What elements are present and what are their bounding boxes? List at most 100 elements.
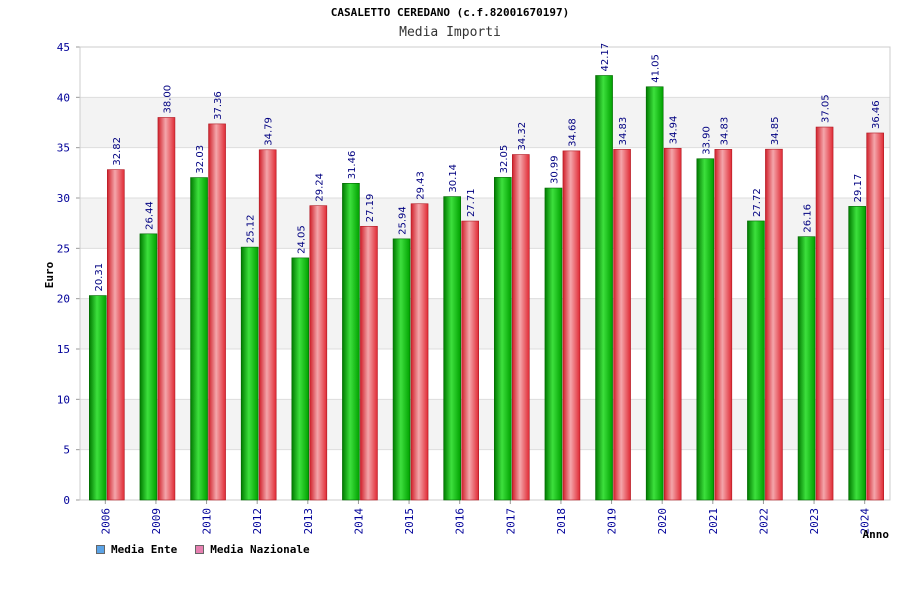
bar-media-nazionale-2006 xyxy=(107,169,125,501)
x-tick-label: 2022 xyxy=(757,508,770,535)
data-label: 37.36 xyxy=(213,91,224,120)
bar-media-ente-2020 xyxy=(645,86,664,501)
y-tick-label: 35 xyxy=(57,142,70,155)
data-label: 32.03 xyxy=(195,145,206,174)
x-tick-label: 2013 xyxy=(302,508,315,535)
bar-media-ente-2018 xyxy=(544,187,563,501)
y-tick-label: 15 xyxy=(57,343,70,356)
data-label: 33.90 xyxy=(701,126,712,155)
bar-media-ente-2019 xyxy=(595,75,613,501)
data-label: 32.05 xyxy=(499,145,510,174)
data-label: 34.83 xyxy=(719,117,730,146)
x-tick-label: 2016 xyxy=(454,508,467,535)
x-tick-label: 2020 xyxy=(656,508,669,535)
data-label: 25.94 xyxy=(398,206,409,235)
plot-frame xyxy=(79,46,891,501)
data-label: 38.00 xyxy=(162,85,173,114)
x-tick-label: 2010 xyxy=(201,508,214,535)
data-label: 27.72 xyxy=(752,188,763,217)
bar-media-nazionale-2020 xyxy=(663,147,682,501)
bar-media-ente-2023 xyxy=(797,236,816,501)
bar-media-nazionale-2009 xyxy=(157,117,176,501)
bar-media-ente-2017 xyxy=(494,177,512,501)
bar-media-ente-2022 xyxy=(747,220,765,501)
x-tick-label: 2017 xyxy=(504,508,517,535)
data-label: 29.17 xyxy=(853,174,864,203)
bar-media-ente-2016 xyxy=(443,196,461,501)
legend-label: Media Nazionale xyxy=(210,543,310,556)
legend-item-media-ente: Media Ente xyxy=(96,543,177,556)
y-axis-label: Euro xyxy=(43,261,56,288)
data-label: 26.44 xyxy=(144,201,155,230)
chart-subtitle: Media Importi xyxy=(399,25,501,40)
y-tick-label: 40 xyxy=(57,91,70,104)
legend-swatch xyxy=(195,545,205,554)
bar-media-ente-2015 xyxy=(392,238,411,501)
data-label: 31.46 xyxy=(347,151,358,180)
x-tick-label: 2021 xyxy=(707,508,720,535)
data-label: 27.71 xyxy=(466,188,477,217)
bar-media-nazionale-2014 xyxy=(360,225,378,501)
bar-media-ente-2014 xyxy=(342,183,360,501)
data-label: 42.17 xyxy=(600,43,611,72)
bar-media-ente-2006 xyxy=(89,295,107,501)
x-tick-label: 2014 xyxy=(352,508,365,535)
y-tick-label: 30 xyxy=(57,192,70,205)
bar-media-ente-2021 xyxy=(696,158,715,501)
x-tick-label: 2012 xyxy=(251,508,264,535)
bar-media-nazionale-2018 xyxy=(562,150,581,501)
x-tick-label: 2023 xyxy=(808,508,821,535)
y-tick-label: 45 xyxy=(57,41,70,54)
legend: Media Ente Media Nazionale xyxy=(96,543,310,556)
data-label: 34.79 xyxy=(264,117,275,146)
bar-media-nazionale-2013 xyxy=(309,205,328,501)
data-label: 27.19 xyxy=(365,194,376,223)
data-label: 41.05 xyxy=(651,54,662,83)
y-tick-label: 5 xyxy=(63,444,70,457)
data-label: 30.14 xyxy=(448,164,459,193)
data-label: 36.46 xyxy=(871,100,882,129)
bar-media-nazionale-2023 xyxy=(815,126,834,501)
bar-media-nazionale-2021 xyxy=(714,149,733,501)
data-label: 34.68 xyxy=(567,118,578,147)
data-label: 29.24 xyxy=(314,173,325,202)
chart-title: CASALETTO CEREDANO (c.f.82001670197) xyxy=(330,6,570,19)
x-tick-label: 2024 xyxy=(859,508,872,535)
bar-media-nazionale-2019 xyxy=(613,149,631,501)
x-tick-label: 2009 xyxy=(150,508,163,535)
data-label: 25.12 xyxy=(246,214,257,243)
y-tick-label: 10 xyxy=(57,393,70,406)
bar-media-nazionale-2012 xyxy=(258,149,277,501)
grid-band xyxy=(80,47,890,98)
grid-band xyxy=(80,97,890,148)
bar-media-ente-2010 xyxy=(190,177,208,501)
x-axis-label: Anno xyxy=(863,528,890,541)
data-label: 37.05 xyxy=(821,94,832,123)
bar-media-nazionale-2010 xyxy=(208,123,226,501)
data-label: 34.32 xyxy=(517,122,528,151)
x-tick-label: 2006 xyxy=(99,508,112,535)
bar-media-nazionale-2016 xyxy=(461,220,479,501)
y-tick-label: 20 xyxy=(57,293,70,306)
bar-media-ente-2009 xyxy=(139,233,158,501)
data-label: 30.99 xyxy=(549,155,560,184)
bar-media-ente-2012 xyxy=(240,246,259,501)
x-tick-label: 2019 xyxy=(606,508,619,535)
legend-item-media-nazionale: Media Nazionale xyxy=(195,543,310,556)
data-label: 29.43 xyxy=(416,171,427,200)
data-label: 34.83 xyxy=(618,117,629,146)
bar-media-ente-2013 xyxy=(291,257,310,501)
y-tick-label: 25 xyxy=(57,242,70,255)
x-tick-label: 2018 xyxy=(555,508,568,535)
bar-media-ente-2024 xyxy=(848,206,866,501)
x-tick-label: 2015 xyxy=(403,508,416,535)
legend-swatch xyxy=(96,545,105,554)
data-label: 24.05 xyxy=(296,225,307,254)
y-tick-label: 0 xyxy=(63,494,70,507)
data-label: 26.16 xyxy=(803,204,814,233)
legend-label: Media Ente xyxy=(111,543,178,556)
data-label: 34.94 xyxy=(669,116,680,145)
bar-media-nazionale-2015 xyxy=(410,203,429,501)
bar-media-nazionale-2017 xyxy=(512,154,530,501)
